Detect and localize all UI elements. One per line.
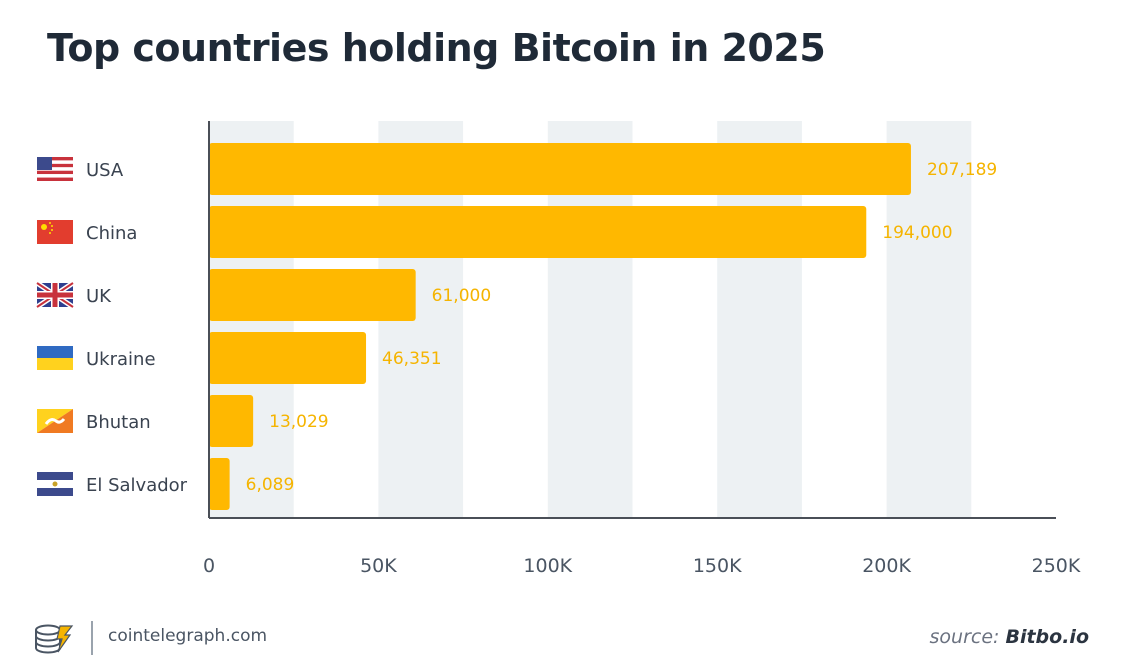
bar-value-label: 6,089 xyxy=(246,475,295,495)
bar xyxy=(209,269,416,321)
x-tick-label: 100K xyxy=(523,555,572,577)
bar-value-label: 13,029 xyxy=(269,412,328,432)
bar xyxy=(209,458,230,510)
bar-value-label: 46,351 xyxy=(382,349,441,369)
uk-flag-icon xyxy=(35,280,75,310)
x-tick-labels: 0 50K 100K 150K 200K 250K xyxy=(203,555,1081,577)
usa-flag-icon xyxy=(37,157,73,181)
x-tick-label: 0 xyxy=(203,555,215,577)
x-tick-label: 150K xyxy=(693,555,742,577)
bar xyxy=(209,332,367,384)
flags xyxy=(35,157,75,496)
bars xyxy=(209,143,911,510)
category-labels: USA China UK Ukraine Bhutan El Salvador xyxy=(86,160,188,496)
cointelegraph-logo-icon xyxy=(32,620,74,656)
bar-value-label: 194,000 xyxy=(882,223,952,243)
bar xyxy=(209,143,911,195)
el-salvador-flag-icon xyxy=(37,472,73,496)
bar-value-label: 207,189 xyxy=(927,160,997,180)
x-tick-label: 50K xyxy=(360,555,397,577)
footer-divider xyxy=(91,621,93,655)
category-label: El Salvador xyxy=(86,475,188,496)
x-tick-label: 200K xyxy=(862,555,911,577)
china-flag-icon xyxy=(37,220,73,244)
x-tick-label: 250K xyxy=(1032,555,1081,577)
value-labels: 207,189 194,000 61,000 46,351 13,029 6,089 xyxy=(246,160,998,495)
bar-value-label: 61,000 xyxy=(432,286,491,306)
bar-chart: 207,189 194,000 61,000 46,351 13,029 6,089 US… xyxy=(35,121,1081,577)
footer-site-link[interactable]: cointelegraph.com xyxy=(108,626,268,646)
source-name: Bitbo.io xyxy=(1005,626,1089,648)
category-label: UK xyxy=(86,286,112,307)
ukraine-flag-icon xyxy=(37,346,73,370)
bhutan-flag-icon xyxy=(37,409,73,433)
bar xyxy=(209,395,254,447)
chart-title: Top countries holding Bitcoin in 2025 xyxy=(47,26,826,70)
category-label: USA xyxy=(86,160,124,181)
footer-source: source: Bitbo.io xyxy=(930,626,1089,648)
category-label: Bhutan xyxy=(86,412,151,433)
category-label: Ukraine xyxy=(86,349,156,370)
category-label: China xyxy=(86,223,137,244)
bar xyxy=(209,206,867,258)
source-prefix: source: xyxy=(929,626,1006,648)
